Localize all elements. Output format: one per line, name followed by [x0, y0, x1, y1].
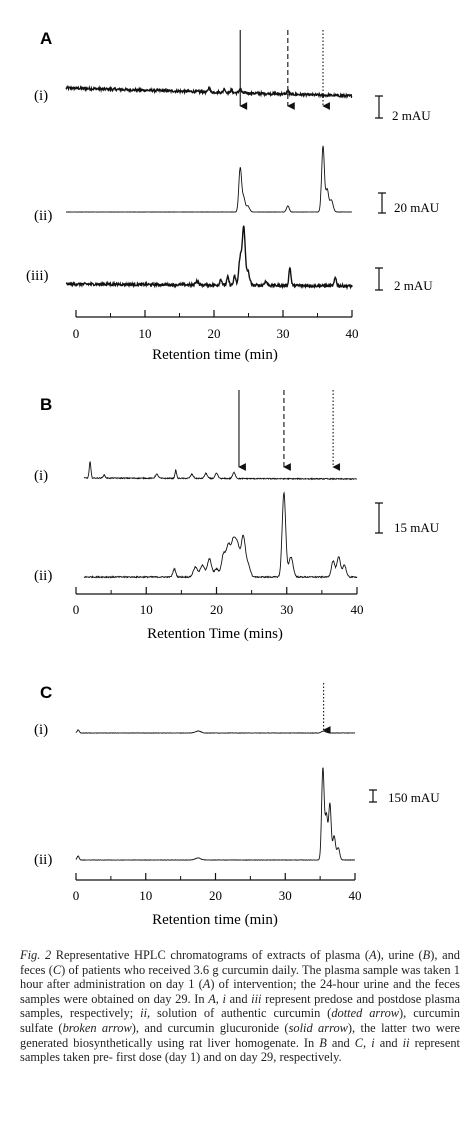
panel-a: A (i) (ii) (iii) 2 mAU 20 mAU 2 mAU 0 10 2… [26, 29, 440, 363]
panel-a-scale-2-text: 20 mAU [394, 200, 440, 215]
caption-segment: ), curcumin sulfate ( [20, 1006, 460, 1035]
caption-segment: B [422, 948, 431, 962]
caption-segment: ), and feces ( [20, 948, 460, 977]
panel-a-traces [65, 84, 353, 291]
panel-a-trace-2-label: (ii) [34, 208, 52, 224]
panel-c-trace-1-label: (i) [34, 722, 48, 738]
panel-a-scalebar-1: 2 mAU [375, 95, 431, 123]
chromatogram-trace [83, 491, 358, 579]
panel-b-scalebar: 15 mAU [375, 502, 440, 535]
panel-b-arrows [238, 390, 341, 471]
x-tick-label: 20 [210, 602, 223, 617]
caption-segment: A, i [208, 991, 226, 1006]
caption-segment: iii [251, 991, 262, 1006]
x-tick-label: 0 [73, 888, 80, 903]
x-tick-label: 20 [209, 888, 222, 903]
caption-segment: and [374, 1035, 403, 1050]
caption-segment: and [225, 991, 252, 1006]
figure-caption: Fig. 2 Representative HPLC chromatograms… [20, 948, 460, 1065]
panel-a-label: A [40, 29, 52, 48]
x-tick-label: 30 [277, 326, 290, 341]
panel-b-trace-1-label: (i) [34, 468, 48, 484]
panel-a-x-axis: 0 10 20 30 40 [73, 310, 359, 341]
panel-b-x-label: Retention Time (mins) [147, 626, 283, 642]
caption-segment: C [52, 962, 62, 977]
caption-segment: C, i [354, 1035, 375, 1050]
chromatogram-trace [66, 145, 353, 213]
chromatogram-trace [65, 84, 353, 100]
panel-c: C (i) (ii) 150 mAU 0 10 20 30 40 Retention t… [34, 683, 440, 928]
x-tick-label: 10 [139, 888, 152, 903]
panel-c-x-axis: 0 10 20 30 40 [73, 873, 362, 903]
panel-c-traces [75, 729, 356, 861]
x-tick-label: 40 [346, 326, 359, 341]
panel-c-x-label: Retention time (min) [152, 912, 278, 928]
panel-a-x-label: Retention time (min) [152, 347, 278, 363]
panel-a-scalebar-3: 2 mAU [375, 267, 433, 293]
caption-segment: ii, [140, 1006, 151, 1021]
caption-segment: ii [402, 1035, 410, 1050]
caption-segment: represent samples taken pre- first dose … [20, 1035, 460, 1065]
panel-c-scale-text: 150 mAU [388, 790, 440, 805]
x-tick-label: 0 [73, 602, 80, 617]
caption-segment: ), and curcumin glucuronide ( [131, 1020, 289, 1035]
caption-segment: A [369, 948, 377, 962]
panel-a-arrows [239, 30, 330, 110]
caption-segment: represent predose and postdose plasma sa… [20, 991, 460, 1021]
caption-segment: dotted arrow [331, 1006, 400, 1021]
caption-segment: solid arrow [288, 1020, 348, 1035]
x-tick-label: 10 [140, 602, 153, 617]
panel-b-label: B [40, 395, 52, 414]
caption-segment: ) of intervention; the 24-hour urine and… [20, 977, 460, 1006]
caption-segment: ), the latter two were generated biosynt… [20, 1020, 460, 1050]
caption-segment: B [319, 1035, 327, 1050]
caption-segment: Representative HPLC chromatograms of ext… [51, 948, 369, 962]
panel-a-scalebar-2: 20 mAU [378, 192, 440, 215]
x-tick-label: 30 [279, 888, 292, 903]
chromatogram-trace [65, 225, 353, 291]
x-tick-label: 30 [280, 602, 293, 617]
x-tick-label: 40 [349, 888, 362, 903]
panel-b-trace-2-label: (ii) [34, 568, 52, 584]
chromatogram-trace [83, 461, 358, 481]
x-tick-label: 40 [351, 602, 364, 617]
chromatogram-trace [75, 767, 355, 861]
panel-c-scalebar: 150 mAU [369, 789, 440, 805]
caption-body: Representative HPLC chromatograms of ext… [20, 948, 460, 1064]
chromatogram-trace [75, 729, 356, 734]
caption-segment: A [202, 977, 211, 992]
panel-c-label: C [40, 683, 52, 702]
caption-segment: solution of authentic curcumin ( [150, 1006, 332, 1021]
panel-b-traces [83, 461, 358, 579]
panel-a-trace-1-label: (i) [34, 88, 48, 104]
caption-label: Fig. 2 [20, 948, 52, 962]
figure: A (i) (ii) (iii) 2 mAU 20 mAU 2 mAU 0 10 2… [26, 29, 440, 928]
panel-a-scale-1-text: 2 mAU [392, 108, 431, 123]
panel-a-scale-3-text: 2 mAU [394, 278, 433, 293]
panel-c-trace-2-label: (ii) [34, 852, 52, 868]
x-tick-label: 20 [208, 326, 221, 341]
x-tick-label: 10 [139, 326, 152, 341]
panel-b-scale-text: 15 mAU [394, 520, 440, 535]
caption-segment: broken arrow [62, 1020, 132, 1035]
x-tick-label: 0 [73, 326, 80, 341]
panel-b-x-axis: 0 10 20 30 40 [73, 587, 364, 617]
caption-segment: ) of patients who received 3.6 g curcumi… [20, 962, 460, 992]
panel-a-trace-3-label: (iii) [26, 268, 49, 284]
panel-b: B (i) (ii) 15 mAU 0 10 20 30 40 Retention Ti… [34, 390, 440, 642]
caption-segment: ), urine ( [376, 948, 423, 962]
caption-segment: and [326, 1035, 355, 1050]
